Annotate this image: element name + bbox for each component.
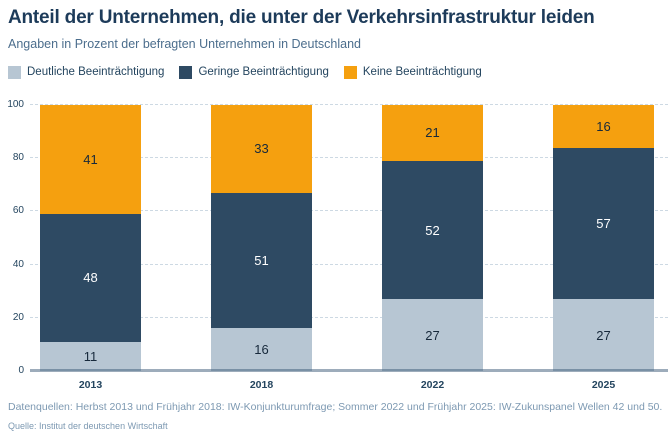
y-tick-label-20: 20 [12,311,24,323]
x-tick-label-2022: 2022 [420,379,445,391]
y-tick-label-40: 40 [12,258,24,270]
bar-segment-2018-series-2: 33 [211,105,312,193]
value-label: 21 [425,125,440,141]
value-label: 16 [596,118,611,134]
bar-segment-2022-series-0: 27 [382,299,483,371]
bar-segment-2025-series-0: 27 [553,299,654,371]
x-tick-label-2018: 2018 [249,379,274,391]
legend-swatch-keine-icon [343,65,357,79]
y-tick-label-80: 80 [12,152,24,164]
value-label: 33 [254,141,269,157]
x-tick-label-2025: 2025 [591,379,616,391]
bar-segment-2013-series-2: 41 [40,105,141,215]
bar-segment-2025-series-2: 16 [553,105,654,148]
gridline-100 [30,104,668,105]
value-label: 27 [596,327,611,343]
bar-segment-2018-series-0: 16 [211,328,312,371]
value-label: 16 [254,342,269,358]
legend-item-geringe: Geringe Beeinträchtigung [179,65,329,79]
stacked-bar-chart: 0 20 40 60 80 100 41 48 11 33 51 16 21 52 27 16 57 27 201… [0,100,668,400]
chart-footer: Datenquellen: Herbst 2013 und Frühjahr 2… [8,401,664,431]
gridline-20 [30,316,668,318]
legend-label-deutliche: Deutliche Beeinträchtigung [27,66,165,79]
y-tick-label-60: 60 [12,205,24,217]
legend-swatch-deutliche-icon [8,65,21,79]
value-label: 57 [596,215,611,231]
page-subtitle: Angaben in Prozent der befragten Unterne… [8,36,362,51]
chart-legend: Deutliche Beeinträchtigung Geringe Beein… [0,51,668,79]
data-sources-note: Datenquellen: Herbst 2013 und Frühjahr 2… [8,401,663,413]
gridline-60 [30,210,668,212]
bar-segment-2025-series-1: 57 [553,147,654,300]
value-label: 48 [83,270,98,286]
bar-2022: 21 52 27 [382,105,483,371]
legend-swatch-geringe-icon [179,65,193,79]
x-tick-label-2013: 2013 [78,379,103,391]
bar-2018: 33 51 16 [211,105,312,371]
bar-segment-2018-series-1: 51 [211,192,312,329]
source-note: Quelle: Institut der deutschen Wirtschaf… [8,421,168,431]
value-label: 11 [83,348,98,364]
gridline-80 [30,157,668,159]
bar-segment-2013-series-1: 48 [40,214,141,342]
value-label: 51 [254,253,269,269]
chart-header: Anteil der Unternehmen, die unter der Ve… [0,0,668,51]
bar-segment-2013-series-0: 11 [40,341,141,371]
legend-item-keine: Keine Beeinträchtigung [343,65,482,79]
y-tick-label-100: 100 [7,99,24,110]
plot-area: 0 20 40 60 80 100 41 48 11 33 51 16 21 52 27 16 57 27 [7,100,668,376]
x-axis-line [30,369,668,372]
bar-2025: 16 57 27 [553,105,654,371]
legend-item-deutliche: Deutliche Beeinträchtigung [8,65,165,79]
gridline-40 [30,263,668,265]
legend-label-keine: Keine Beeinträchtigung [362,66,482,79]
bar-2013: 41 48 11 [40,105,141,371]
value-label: 41 [83,152,98,168]
bar-segment-2022-series-2: 21 [382,105,483,161]
value-label: 27 [425,327,440,343]
value-label: 52 [425,222,440,238]
y-tick-label-0: 0 [18,365,24,376]
legend-label-geringe: Geringe Beeinträchtigung [198,66,329,79]
page-title: Anteil der Unternehmen, die unter der Ve… [8,7,595,28]
bar-segment-2022-series-1: 52 [382,160,483,300]
